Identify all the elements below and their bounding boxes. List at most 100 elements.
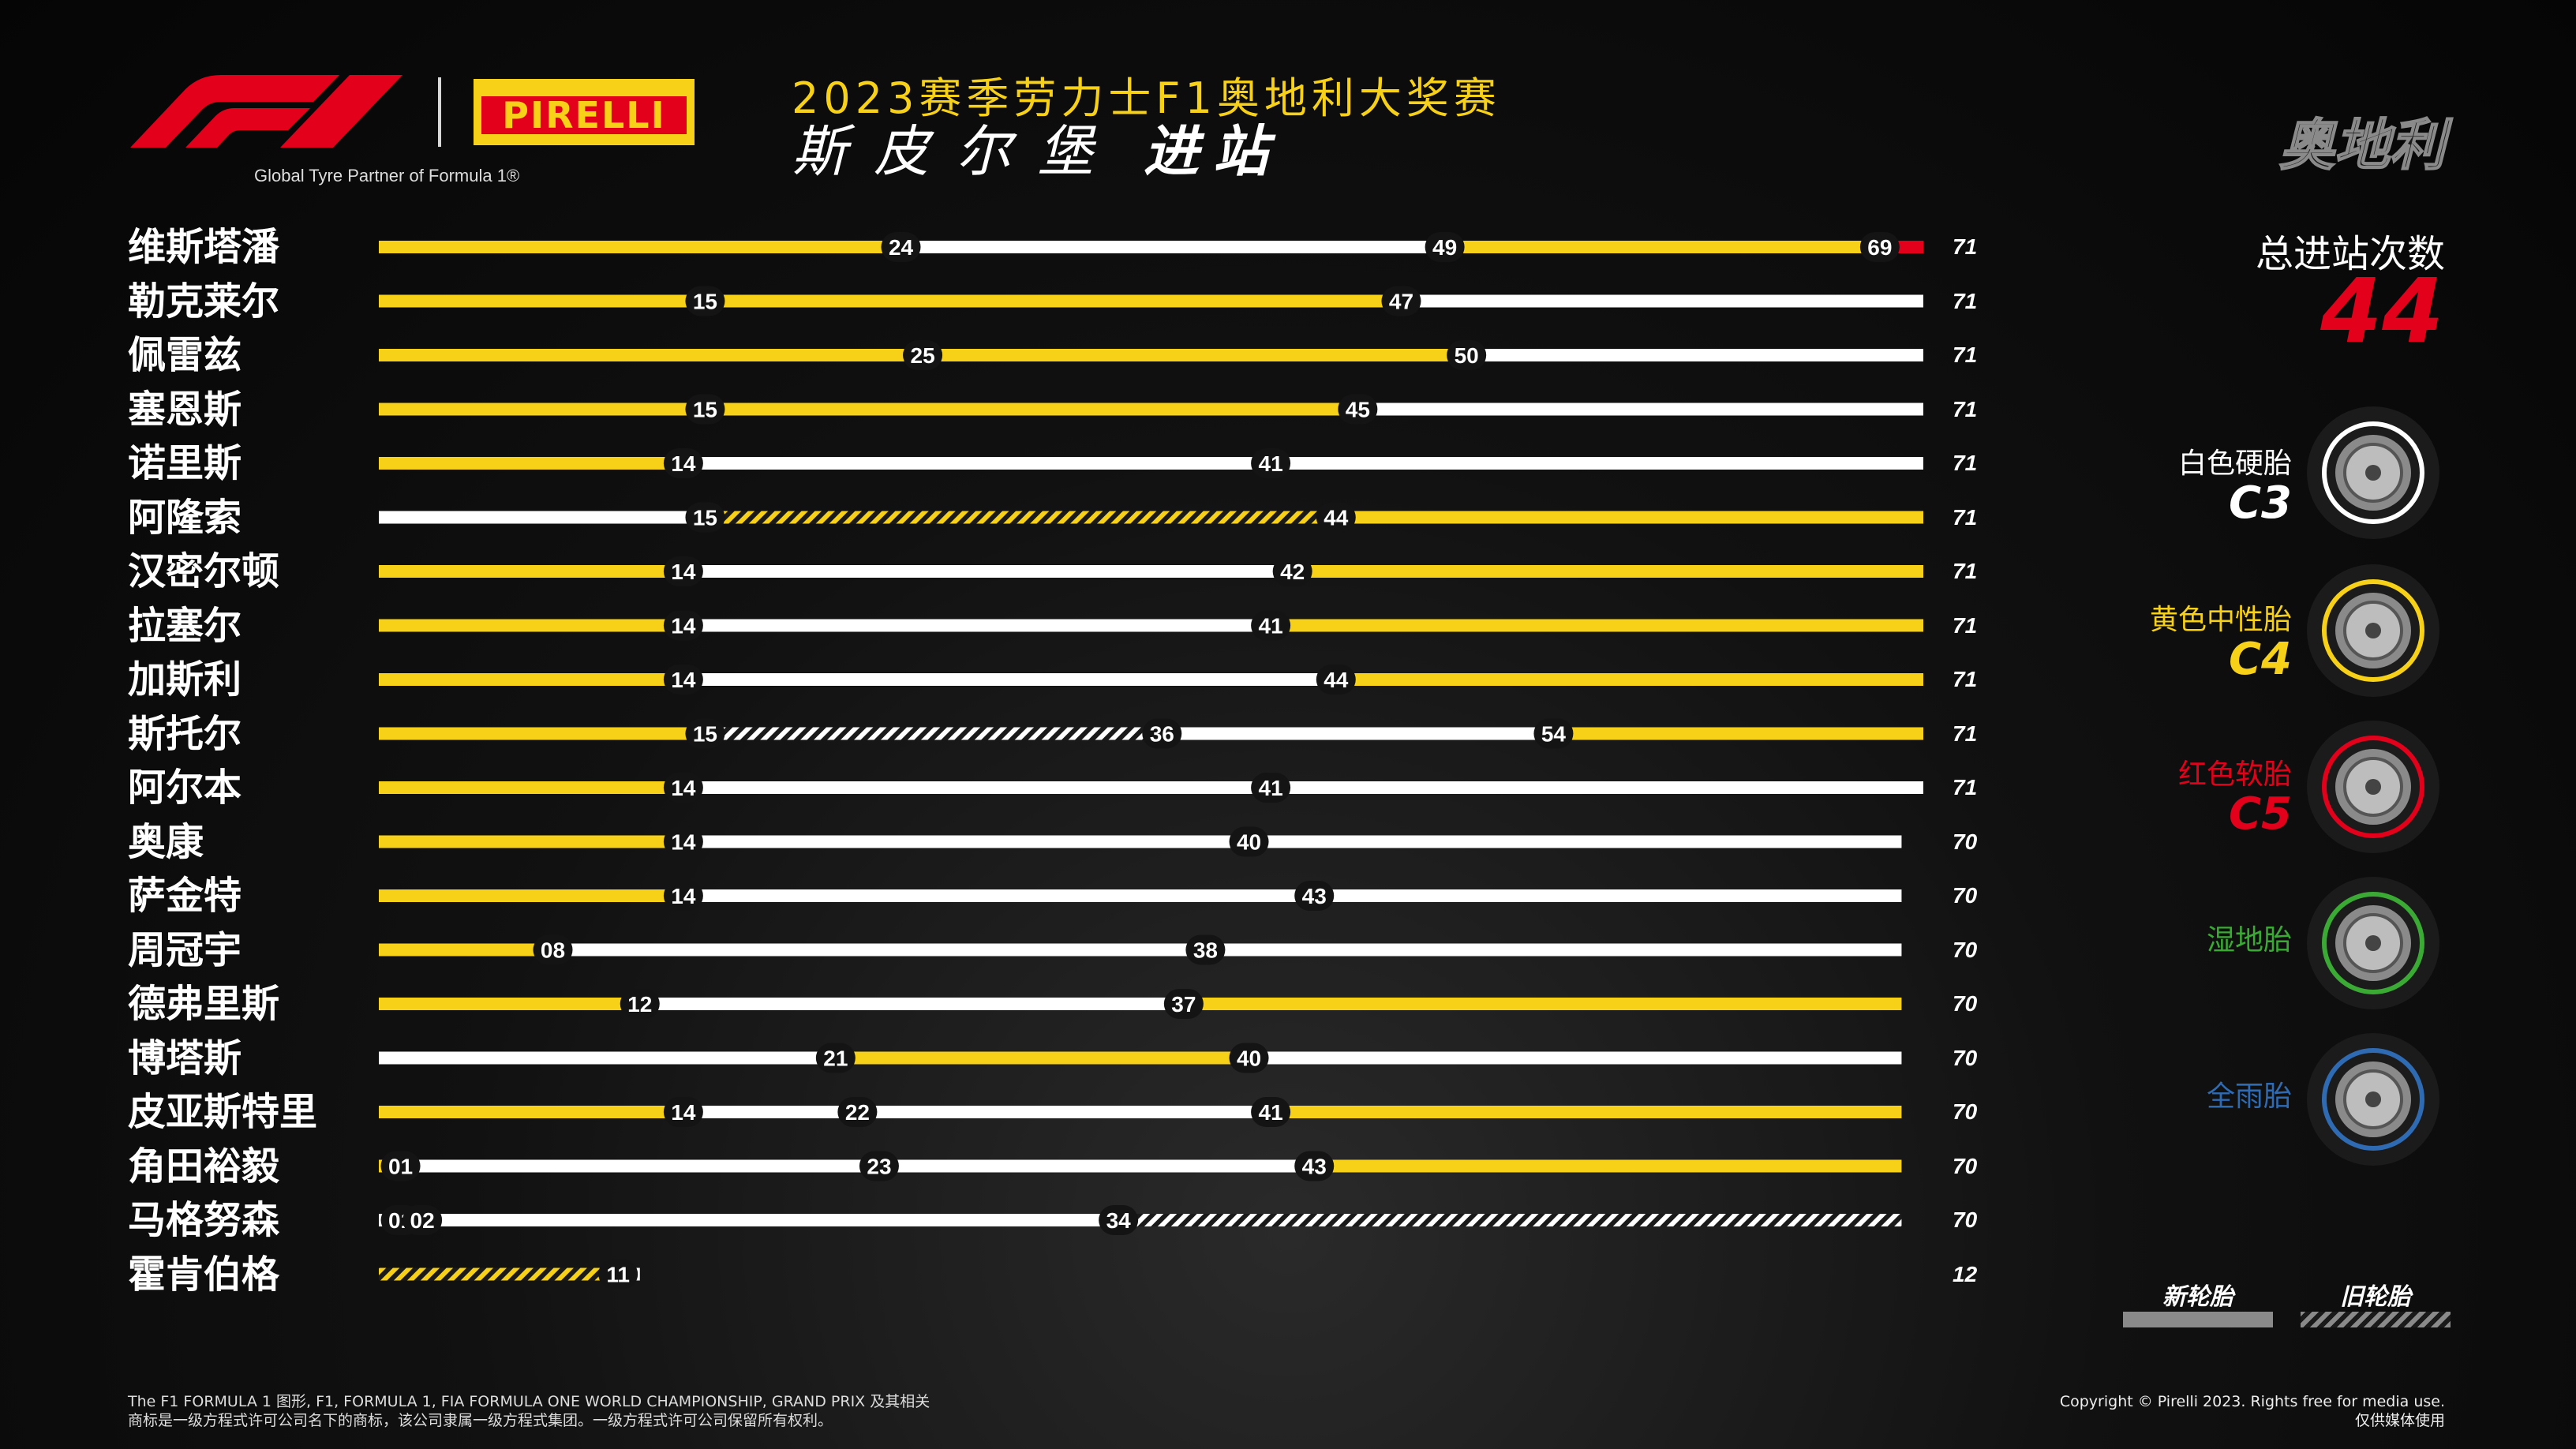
legend-soft: 红色软胎 C5 [2178,758,2292,837]
new-tyre-label: 新轮胎 [2162,1283,2233,1311]
stop-lap-label: 11 [606,1263,630,1287]
stop-lap-label: 08 [541,938,565,963]
stint-bar-hard [1162,727,1554,740]
stint-bar-medium [379,565,683,578]
stint-bar-medium [1183,998,1902,1010]
stint-bar-medium [379,943,553,957]
stop-lap-label: 41 [1259,614,1283,638]
stint-bar-hard [1466,349,1923,361]
stint-bar-medium [1292,565,1923,578]
stop-label-bg [1142,718,1182,749]
used-tyre-label: 旧轮胎 [2340,1283,2411,1311]
stint-bar-medium [379,673,683,686]
page-title: 斯皮尔堡 进站 [792,107,1282,187]
stop-lap-label: 14 [671,668,696,692]
stop-lap-label: 41 [1259,776,1283,800]
stop-lap-label: 54 [1541,722,1567,747]
stop-label-bg [859,1151,899,1181]
total-laps-label: 71 [1953,559,1978,583]
footer-copyright: Copyright © Pirelli 2023. Rights free fo… [2060,1392,2445,1430]
stop-label-bg [1272,556,1312,586]
stop-lap-label: 01 [388,1155,413,1179]
legend-intermediate: 湿地胎 [2207,923,2292,958]
stop-label-bg [1381,286,1421,316]
pirelli-logo: PIRELLI [474,79,695,145]
driver-name: 维斯塔潘 [128,225,280,269]
stop-lap-label: 25 [911,343,935,368]
stop-label-bg [1316,665,1356,695]
stop-lap-label: 34 [1106,1208,1132,1233]
tyre-medium-icon [2307,564,2439,697]
stop-lap-label: 45 [1346,398,1370,422]
stop-label-bg [837,1097,878,1127]
stint-bar-medium [1271,619,1923,632]
stint-bar-hard [683,835,1249,848]
stint-bar-hard [1249,1051,1902,1065]
new-tyre-swatch [2123,1312,2273,1327]
stop-label-bg [685,718,725,749]
total-laps-label: 71 [1953,288,1978,313]
stint-bar-hard [683,889,1315,902]
stint-bar-hard [683,781,1271,794]
stop-lap-label: 40 [1237,830,1261,855]
driver-name: 博塔斯 [128,1035,242,1080]
stop-lap-label: 21 [823,1046,848,1071]
stint-bar-hard [900,241,1445,253]
total-laps-label: 71 [1953,343,1978,367]
total-laps-label: 70 [1953,1099,1978,1124]
stint-bar-medium [379,1267,619,1281]
driver-name: 阿尔本 [128,766,242,810]
stint-bar-hard [683,457,1271,470]
stop-lap-label: 41 [1259,451,1283,476]
legend-hard: 白色硬胎 C3 [2178,447,2292,526]
stop-lap-label: 02 [410,1208,435,1233]
legend-soft-name: 红色软胎 [2177,758,2292,791]
stint-bar-hard [422,1214,1119,1226]
driver-name: 阿隆索 [128,495,242,540]
stop-lap-label: 69 [1867,235,1892,260]
stop-label-bg [685,394,725,425]
stop-label-bg [1099,1205,1139,1235]
driver-name: 萨金特 [128,874,242,918]
tyre-intermediate-icon [2307,877,2439,1009]
stint-bar-hard [1249,835,1902,848]
stint-bar-medium [705,294,1402,308]
driver-name: 奥康 [128,819,204,864]
stint-bar-hard [683,565,1293,578]
driver-name: 佩雷兹 [128,333,242,377]
total-laps-label: 71 [1953,451,1978,475]
stop-lap-label: 49 [1432,235,1457,260]
total-stops-value: 44 [2320,260,2443,363]
stop-label-bg [1859,232,1900,262]
stop-label-bg [663,1097,703,1127]
stop-label-bg [1533,718,1574,749]
legend-hard-code: C3 [2228,477,2292,529]
stop-lap-label: 42 [1280,560,1305,584]
stop-lap-label: 14 [671,560,696,584]
driver-name: 诺里斯 [128,441,242,485]
stint-bar-medium [379,402,706,416]
stint-bar-hard [1271,781,1923,794]
stop-label-bg [815,1043,856,1073]
stint-bar-medium [1553,727,1923,740]
legend-hard-name: 白色硬胎 [2177,447,2292,480]
driver-name: 加斯利 [128,657,242,702]
stint-bar-medium [1271,1106,1902,1118]
country-label: 奥地利 [2278,112,2446,178]
tyre-soft-icon [2307,721,2439,853]
stint-bar-medium [379,781,683,794]
stint-bar-hard [683,1106,858,1118]
stint-bar-medium [1335,673,1923,686]
stop-lap-label: 15 [693,398,717,422]
total-laps-label: 70 [1953,937,1978,962]
legend-wet: 全雨胎 [2207,1080,2292,1114]
driver-name: 霍肯伯格 [128,1252,280,1297]
total-laps-label: 12 [1953,1261,1978,1286]
total-stops-label: 总进站次数 [2255,232,2445,276]
stop-lap-label: 14 [671,614,696,638]
stint-bar-hard [683,619,1271,632]
stop-label-bg [903,340,943,370]
total-laps-label: 70 [1953,829,1978,854]
stop-lap-label: 23 [867,1155,891,1179]
